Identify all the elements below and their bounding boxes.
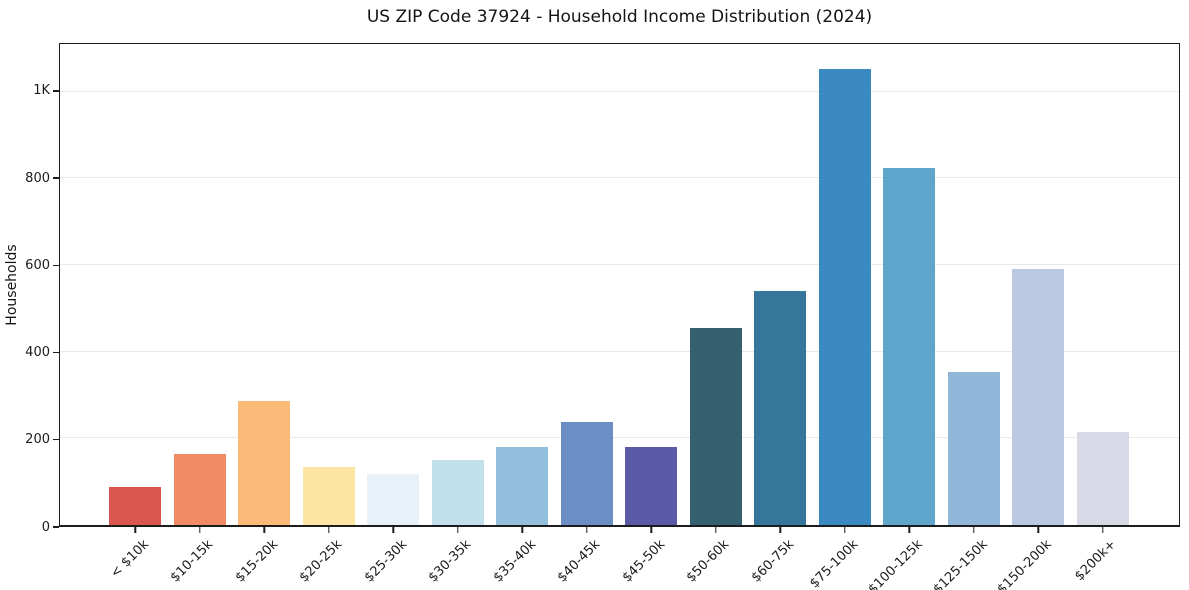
bar-30-35k xyxy=(431,460,484,525)
bar-band: $125-150k xyxy=(930,44,1007,590)
x-tick-mark xyxy=(908,525,910,533)
bar-band: $200k+ xyxy=(1071,44,1136,584)
y-axis-label: Households xyxy=(4,244,20,326)
y-tick-label: 400 xyxy=(25,345,50,361)
x-tick-mark xyxy=(1037,525,1039,533)
bar-band: $15-20k xyxy=(232,44,297,585)
y-tick-mark xyxy=(53,177,59,179)
bar-40-45k xyxy=(560,421,613,525)
y-tick-label: 600 xyxy=(25,257,50,273)
x-tick-mark xyxy=(263,525,265,533)
x-tick-label: $20-25k xyxy=(296,537,346,586)
x-tick-label: $60-75k xyxy=(748,537,797,586)
y-tick-mark xyxy=(53,351,59,354)
bar-band: $40-45k xyxy=(555,44,620,585)
y-tick-mark xyxy=(53,526,59,528)
bar-band: $35-40k xyxy=(490,44,555,585)
x-tick-label: $75-100k xyxy=(807,537,862,590)
x-tick-label: $35-40k xyxy=(490,537,539,586)
bar-band: $30-35k xyxy=(426,44,491,585)
bar-20-25k xyxy=(302,466,355,525)
y-tick-mark xyxy=(53,439,59,441)
x-tick-mark xyxy=(392,525,394,533)
x-tick-label: $15-20k xyxy=(232,537,281,586)
bar-50-60k xyxy=(689,328,742,525)
bar-band: $50-60k xyxy=(684,44,749,585)
x-tick-mark xyxy=(457,525,459,533)
x-tick-label: $125-150k xyxy=(930,537,991,590)
x-tick-label: $10-15k xyxy=(167,537,217,586)
gridline xyxy=(60,177,1179,179)
gridline xyxy=(60,264,1179,265)
bar-band: $100-125k xyxy=(866,44,942,590)
bar-200k xyxy=(1076,431,1129,525)
x-tick-mark xyxy=(973,525,975,533)
x-tick-label: < $10k xyxy=(107,537,152,582)
y-tick-label: 0 xyxy=(41,519,50,535)
bar-band: $20-25k xyxy=(297,44,362,585)
y-tick-mark xyxy=(53,90,59,92)
bars-container: < $10k $10-15k $15-20k $20-25k $25-30k $30-35… xyxy=(60,44,1179,590)
bar-band: $45-50k xyxy=(619,44,684,585)
x-tick-mark xyxy=(844,525,846,533)
x-tick-label: $25-30k xyxy=(361,537,410,586)
gridline xyxy=(60,437,1179,439)
x-tick-mark xyxy=(586,525,588,533)
bar-35-40k xyxy=(496,446,549,525)
x-tick-mark xyxy=(650,525,652,533)
bar-45-50k xyxy=(625,447,678,525)
x-tick-mark xyxy=(328,525,330,533)
bar-60-75k xyxy=(754,291,807,525)
bar-75-100k xyxy=(818,68,871,525)
gridline xyxy=(60,90,1179,92)
y-tick-label: 1K xyxy=(33,83,50,99)
x-tick-mark xyxy=(199,525,201,533)
bar-150-200k xyxy=(1012,268,1065,525)
x-tick-mark xyxy=(715,525,717,533)
x-tick-mark xyxy=(521,525,523,533)
bar-25-30k xyxy=(367,474,420,525)
bar-band: < $10k xyxy=(103,44,168,581)
x-tick-mark xyxy=(1102,525,1104,533)
bar-band: $150-200k xyxy=(995,44,1071,590)
x-tick-mark xyxy=(779,525,781,533)
bar-125-150k xyxy=(947,372,1000,525)
bar-10k xyxy=(109,486,162,525)
x-tick-label: $100-125k xyxy=(865,537,926,590)
y-tick-label: 200 xyxy=(25,432,50,448)
x-tick-label: $40-45k xyxy=(554,537,604,586)
bar-band: $60-75k xyxy=(748,44,813,585)
bar-100-125k xyxy=(883,167,936,525)
y-tick-label: 800 xyxy=(25,170,50,186)
x-tick-label: $150-200k xyxy=(994,537,1055,590)
x-tick-label: $200k+ xyxy=(1072,537,1120,585)
bar-band: $25-30k xyxy=(361,44,426,585)
y-tick-mark xyxy=(53,264,59,267)
x-tick-label: $50-60k xyxy=(683,537,733,586)
bar-band: $10-15k xyxy=(168,44,233,585)
x-tick-mark xyxy=(134,525,136,533)
bar-10-15k xyxy=(173,453,226,525)
plot-area: < $10k $10-15k $15-20k $20-25k $25-30k $30-35… xyxy=(59,43,1180,590)
gridline xyxy=(60,350,1179,352)
x-tick-label: $30-35k xyxy=(425,537,475,586)
bar-15-20k xyxy=(238,400,291,525)
x-tick-label: $45-50k xyxy=(619,537,668,586)
bar-band: $75-100k xyxy=(807,44,878,590)
chart-title: US ZIP Code 37924 - Household Income Dis… xyxy=(366,7,873,27)
